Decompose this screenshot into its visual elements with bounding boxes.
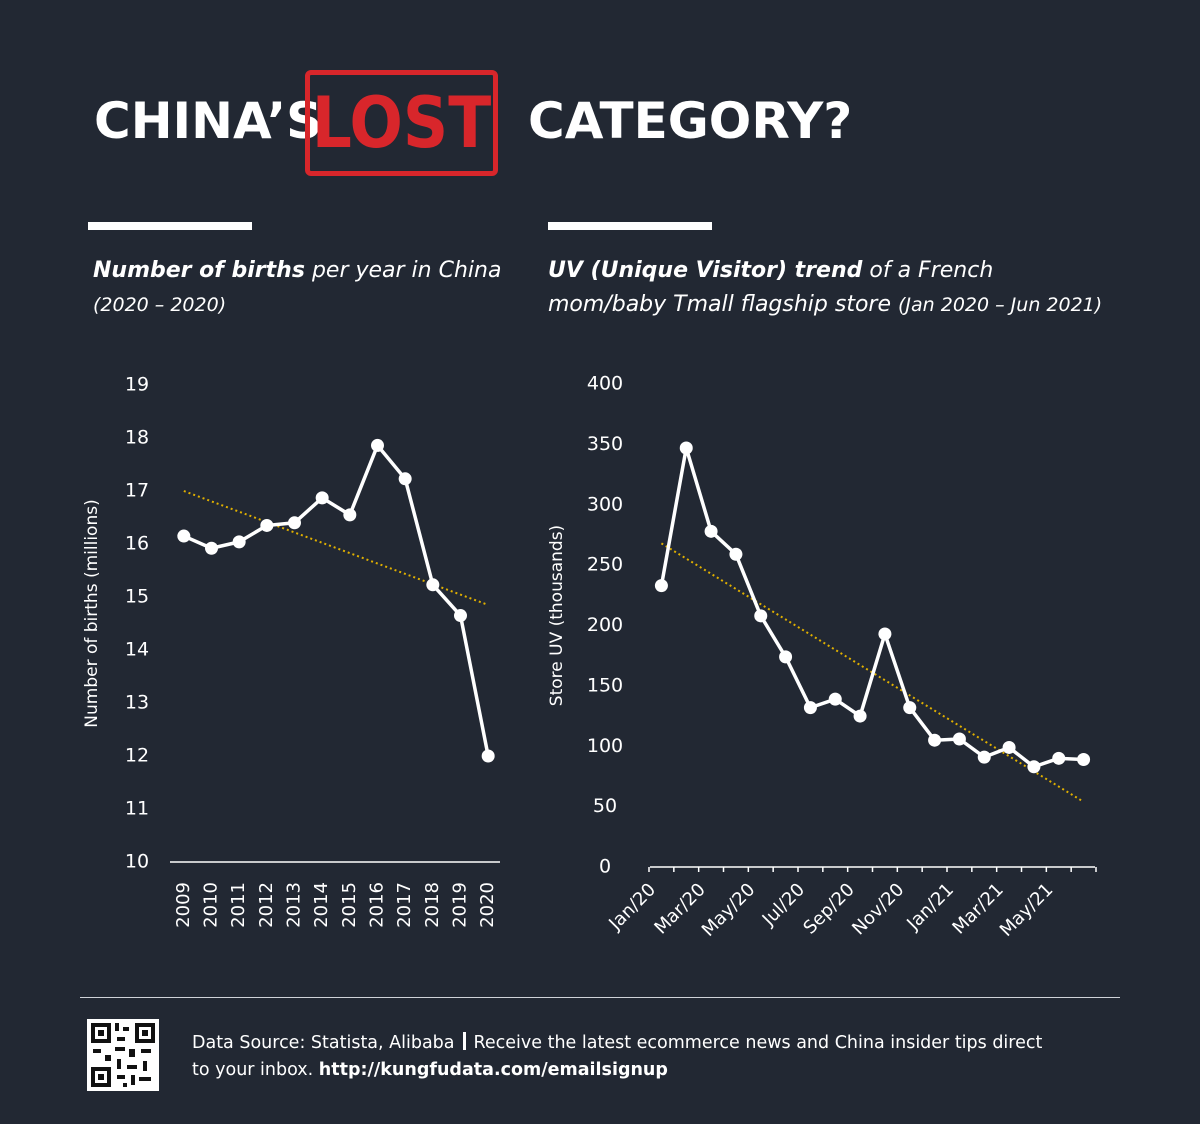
x-tick-label: Sep/20 — [799, 879, 858, 938]
x-tick-label: 2016 — [367, 882, 388, 928]
y-tick-label: 13 — [125, 692, 149, 714]
data-point — [398, 472, 412, 486]
data-point — [878, 627, 892, 641]
data-point — [343, 508, 357, 522]
data-point — [315, 491, 329, 505]
subtitle: (Jan 2020 – Jun 2021) — [898, 294, 1103, 316]
header-stamp: LOST — [305, 70, 498, 176]
subtitle: (2020 – 2020) — [93, 294, 227, 316]
y-tick-label: 100 — [587, 735, 623, 757]
data-point — [232, 535, 246, 549]
y-tick-label: 350 — [587, 433, 623, 455]
x-tick-label: 2011 — [228, 882, 249, 928]
chart-title: UV (Unique Visitor) trend of a French mo… — [548, 254, 1108, 322]
footer-text: Receive the latest ecommerce news and Ch… — [192, 1033, 1043, 1080]
y-axis-label: Number of births (millions) — [82, 499, 102, 727]
separator — [462, 1032, 466, 1050]
x-tick-label: May/20 — [698, 879, 760, 941]
series-line — [659, 446, 1084, 769]
data-point — [177, 529, 191, 543]
data-point — [481, 749, 495, 763]
data-point — [260, 518, 274, 532]
footer-link[interactable]: http://kungfudata.com/emailsignup — [318, 1060, 668, 1080]
x-tick-label: 2015 — [339, 882, 360, 928]
data-point — [1027, 760, 1041, 774]
header-after: CATEGORY? — [528, 92, 853, 150]
data-point — [928, 733, 942, 747]
data-point — [977, 750, 991, 764]
data-point — [903, 701, 917, 715]
y-tick-label: 19 — [125, 374, 149, 396]
data-point — [288, 516, 301, 530]
data-point — [779, 650, 793, 664]
divider — [88, 222, 252, 230]
x-tick-label: 2013 — [284, 882, 305, 928]
x-tick-label: Jan/20 — [604, 879, 660, 935]
data-point — [371, 438, 384, 452]
x-tick-label: 2012 — [256, 882, 277, 928]
data-point — [1052, 751, 1066, 765]
x-tick-label: 2018 — [422, 882, 443, 928]
y-tick-label: 200 — [587, 614, 623, 636]
title-rest: of a French mom/baby Tmall flagship stor… — [548, 258, 994, 317]
data-point — [205, 541, 218, 555]
data-point — [704, 524, 718, 538]
data-point — [679, 441, 693, 455]
footer: Data Source: Statista, Alibaba Receive th… — [192, 1030, 1052, 1084]
data-point — [828, 692, 842, 706]
y-tick-label: 15 — [125, 586, 149, 608]
x-tick-label: 2019 — [450, 882, 471, 928]
chart-title: Number of births per year in China (2020… — [93, 254, 513, 322]
x-tick-label: Jan/21 — [902, 879, 958, 935]
qr-code — [87, 1019, 159, 1091]
y-tick-label: 400 — [587, 373, 623, 395]
footer-source: Data Source: Statista, Alibaba — [192, 1033, 455, 1053]
data-point — [1002, 740, 1016, 754]
y-tick-label: 17 — [125, 480, 149, 502]
x-tick-label: May/21 — [996, 879, 1058, 941]
data-point — [803, 701, 817, 715]
data-point — [454, 609, 467, 623]
x-tick-label: 2014 — [311, 882, 332, 928]
x-tick-label: 2020 — [477, 882, 498, 928]
footer-rule — [80, 997, 1120, 998]
data-point — [729, 547, 743, 561]
data-point — [853, 709, 867, 723]
title-rest: per year in China — [311, 258, 502, 283]
data-point — [426, 578, 440, 592]
y-tick-label: 14 — [125, 639, 149, 661]
title-bold: UV (Unique Visitor) trend — [548, 258, 863, 283]
series-line — [183, 443, 490, 757]
header-before: CHINA’S — [94, 92, 323, 150]
x-tick-label: 2010 — [201, 882, 222, 928]
data-point — [654, 579, 668, 593]
data-point — [1077, 753, 1091, 767]
y-tick-label: 12 — [125, 745, 149, 767]
divider — [548, 222, 712, 230]
data-point — [952, 732, 966, 746]
y-tick-label: 11 — [125, 798, 149, 820]
y-tick-label: 150 — [587, 674, 623, 696]
x-tick-label: 2009 — [173, 882, 194, 928]
y-tick-label: 0 — [599, 856, 611, 878]
y-tick-label: 250 — [587, 554, 623, 576]
x-tick-label: Nov/20 — [848, 879, 908, 939]
data-point — [754, 609, 768, 623]
y-axis-label: Store UV (thousands) — [547, 525, 567, 706]
y-tick-label: 10 — [125, 851, 149, 873]
y-tick-label: 300 — [587, 493, 623, 515]
y-tick-label: 16 — [125, 533, 149, 555]
x-tick-label: 2017 — [394, 882, 415, 928]
title-bold: Number of births — [93, 258, 305, 283]
y-tick-label: 50 — [593, 795, 617, 817]
y-tick-label: 18 — [125, 427, 149, 449]
